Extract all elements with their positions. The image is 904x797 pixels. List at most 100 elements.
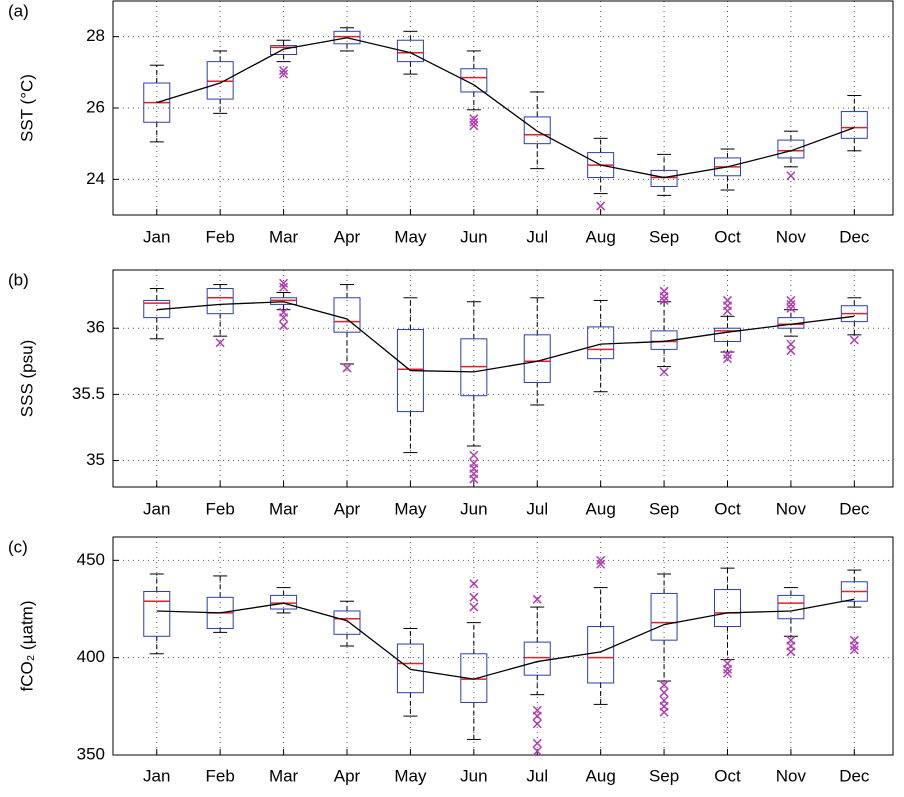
outlier [659, 291, 669, 301]
outlier [279, 69, 289, 79]
x-tick-label: Nov [776, 766, 807, 785]
x-tick-label: Feb [206, 227, 235, 246]
x-tick-label: Feb [206, 766, 235, 785]
box [523, 641, 551, 676]
outlier [342, 363, 352, 373]
box [396, 39, 424, 63]
x-tick-label: Dec [839, 766, 870, 785]
x-tick-label: Nov [776, 499, 807, 518]
outlier [279, 313, 289, 323]
x-tick-label: Jan [143, 766, 170, 785]
mean-line [156, 301, 855, 373]
x-tick-label: May [394, 499, 427, 518]
y-tick-label: 24 [86, 169, 105, 188]
box [713, 589, 741, 628]
panel-label: (b) [8, 270, 29, 289]
x-tick-label: Sep [649, 227, 679, 246]
y-tick-label: 35.5 [72, 384, 105, 403]
x-tick-label: Apr [334, 499, 361, 518]
mean-line [156, 37, 855, 179]
x-tick-label: Dec [839, 227, 870, 246]
x-tick-label: Jan [143, 227, 170, 246]
mean-line [156, 598, 855, 680]
x-tick-label: Jul [526, 227, 548, 246]
y-tick-label: 26 [86, 97, 105, 116]
outlier [532, 738, 542, 748]
outlier [786, 299, 796, 309]
y-axis-label: fCO₂ (µatm) [17, 600, 36, 691]
outlier [722, 354, 733, 364]
outlier [849, 645, 859, 655]
box [333, 610, 361, 635]
x-tick-label: Mar [269, 227, 299, 246]
outlier [469, 474, 479, 484]
outlier [279, 66, 289, 76]
x-tick-label: Oct [714, 766, 741, 785]
x-tick-label: Aug [586, 499, 616, 518]
outlier [722, 306, 733, 316]
x-tick-label: Sep [649, 499, 679, 518]
x-tick-label: Feb [206, 499, 235, 518]
box [650, 169, 678, 187]
outlier [469, 117, 479, 127]
box [523, 116, 551, 145]
outlier [596, 201, 606, 211]
box [777, 594, 805, 620]
y-tick-label: 350 [77, 744, 105, 763]
outlier [469, 121, 479, 131]
outlier [786, 295, 796, 305]
outlier [532, 594, 542, 604]
x-tick-label: Nov [776, 227, 807, 246]
outlier [532, 711, 542, 721]
plot-frame [112, 0, 894, 216]
outlier [596, 555, 606, 565]
outlier [279, 282, 289, 292]
box [587, 326, 615, 360]
box [587, 626, 615, 684]
y-tick-label: 35 [86, 450, 105, 469]
x-tick-label: Jun [460, 766, 487, 785]
outlier [722, 668, 733, 678]
outlier [659, 688, 669, 698]
outlier [469, 450, 479, 460]
outlier [659, 367, 669, 377]
box [396, 643, 424, 694]
box [206, 61, 234, 100]
x-tick-label: Jan [143, 499, 170, 518]
x-tick-label: Oct [714, 227, 741, 246]
outlier [469, 602, 479, 612]
x-tick-label: Dec [839, 499, 870, 518]
x-tick-label: Aug [586, 766, 616, 785]
y-tick-label: 400 [77, 647, 105, 666]
outlier [279, 278, 289, 288]
x-tick-label: May [394, 227, 427, 246]
outlier [786, 339, 796, 349]
y-axis-label: SST (°C) [17, 74, 36, 142]
outlier [596, 559, 606, 569]
outlier [532, 719, 542, 729]
x-tick-label: Aug [586, 227, 616, 246]
box [460, 653, 488, 703]
outlier [532, 746, 542, 756]
x-tick-label: Oct [714, 499, 741, 518]
outlier [722, 664, 733, 674]
box [523, 334, 551, 383]
x-tick-label: Jul [526, 766, 548, 785]
y-axis-label: SSS (psu) [17, 340, 36, 417]
box [270, 45, 298, 55]
outlier [469, 579, 479, 589]
outlier [659, 707, 669, 717]
box [777, 139, 805, 159]
outlier [786, 303, 796, 313]
x-tick-label: Apr [334, 227, 361, 246]
box [270, 594, 298, 610]
outlier [215, 338, 225, 348]
box [143, 591, 171, 637]
box [713, 327, 741, 342]
plot-frame [112, 269, 894, 488]
outlier [659, 680, 669, 690]
x-tick-label: Mar [269, 499, 299, 518]
outlier [469, 114, 479, 124]
outlier [786, 171, 796, 181]
outlier [659, 295, 669, 305]
